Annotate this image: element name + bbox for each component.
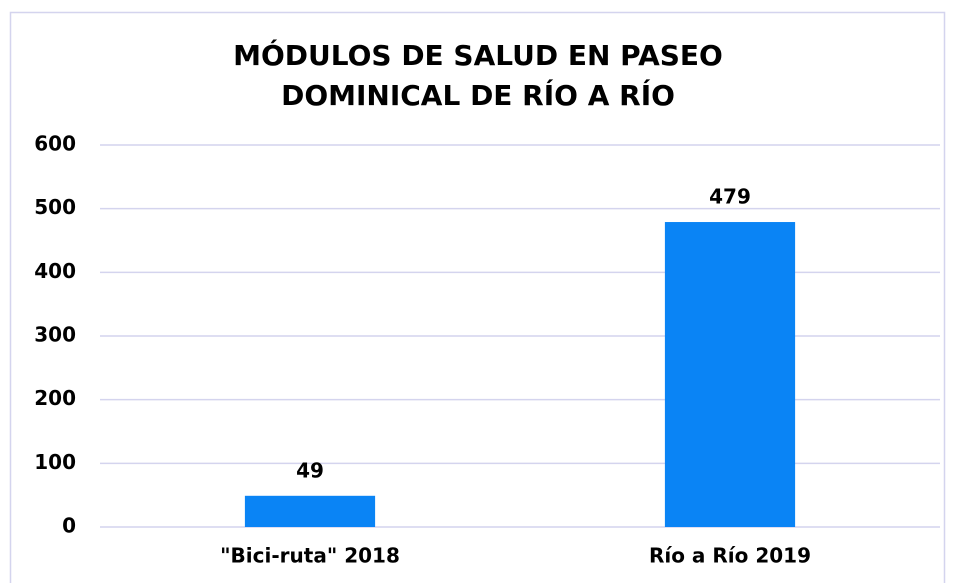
y-tick-label: 300 — [34, 323, 76, 347]
y-tick-label: 500 — [34, 195, 76, 219]
x-tick-label: "Bici-ruta" 2018 — [220, 544, 400, 568]
x-tick-label: Río a Río 2019 — [649, 544, 811, 568]
y-tick-label: 600 — [34, 132, 76, 156]
bar — [664, 222, 796, 527]
chart-title: DOMINICAL DE RÍO A RÍO — [281, 78, 675, 112]
chart-title: MÓDULOS DE SALUD EN PASEO — [233, 38, 723, 72]
y-tick-label: 400 — [34, 259, 76, 283]
y-tick-label: 0 — [62, 514, 76, 538]
bar — [244, 495, 376, 527]
y-tick-label: 200 — [34, 386, 76, 410]
y-tick-label: 100 — [34, 450, 76, 474]
data-label: 479 — [709, 185, 751, 209]
data-label: 49 — [296, 458, 324, 482]
